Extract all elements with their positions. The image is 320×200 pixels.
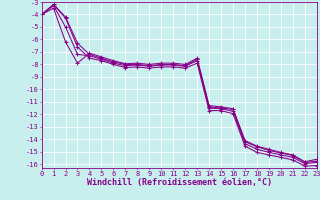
X-axis label: Windchill (Refroidissement éolien,°C): Windchill (Refroidissement éolien,°C)	[87, 178, 272, 187]
